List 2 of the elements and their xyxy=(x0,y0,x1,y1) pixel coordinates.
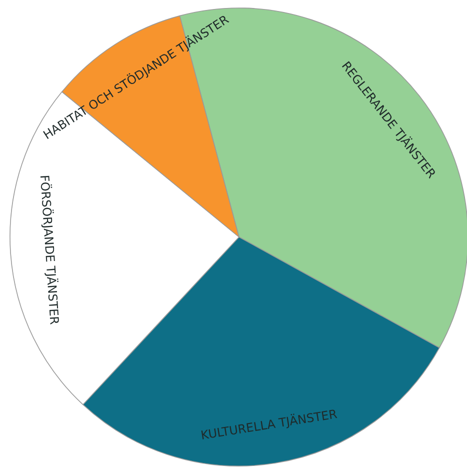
slice-label: KULTURELLA TJÄNSTER xyxy=(200,406,338,442)
slice-label: FÖRSÖRJANDE TJÄNSTER xyxy=(37,174,62,326)
